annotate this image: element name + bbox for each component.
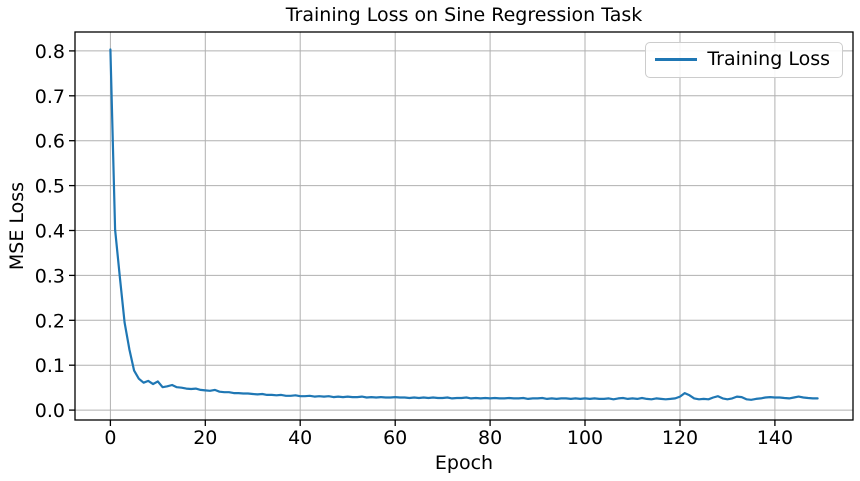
x-tick-label: 20 <box>193 427 217 449</box>
chart-title: Training Loss on Sine Regression Task <box>285 4 643 26</box>
y-tick-label: 0.3 <box>35 265 65 287</box>
y-tick-label: 0.1 <box>35 355 65 377</box>
x-axis-label: Epoch <box>434 452 494 474</box>
x-tick-label: 60 <box>383 427 407 449</box>
y-tick-label: 0.7 <box>35 86 65 108</box>
plot-border <box>74 31 854 421</box>
y-tick-label: 0.5 <box>35 176 65 198</box>
training-loss-curve <box>109 48 819 401</box>
x-tick-label: 40 <box>288 427 312 449</box>
y-tick-label: 0.8 <box>35 41 65 63</box>
y-tick-label: 0.4 <box>35 221 65 243</box>
y-tick-label: 0.0 <box>35 400 65 422</box>
x-tick-label: 140 <box>757 427 793 449</box>
x-tick-label: 120 <box>662 427 698 449</box>
y-axis-label: MSE Loss <box>6 181 28 271</box>
x-tick-label: 100 <box>567 427 603 449</box>
y-tick-label: 0.6 <box>35 131 65 153</box>
x-tick-label: 80 <box>478 427 502 449</box>
legend-label: Training Loss <box>707 48 830 70</box>
legend-line-sample-icon <box>655 58 698 62</box>
legend: Training Loss <box>645 42 843 78</box>
y-tick-label: 0.2 <box>35 310 65 332</box>
x-tick-label: 0 <box>104 427 116 449</box>
